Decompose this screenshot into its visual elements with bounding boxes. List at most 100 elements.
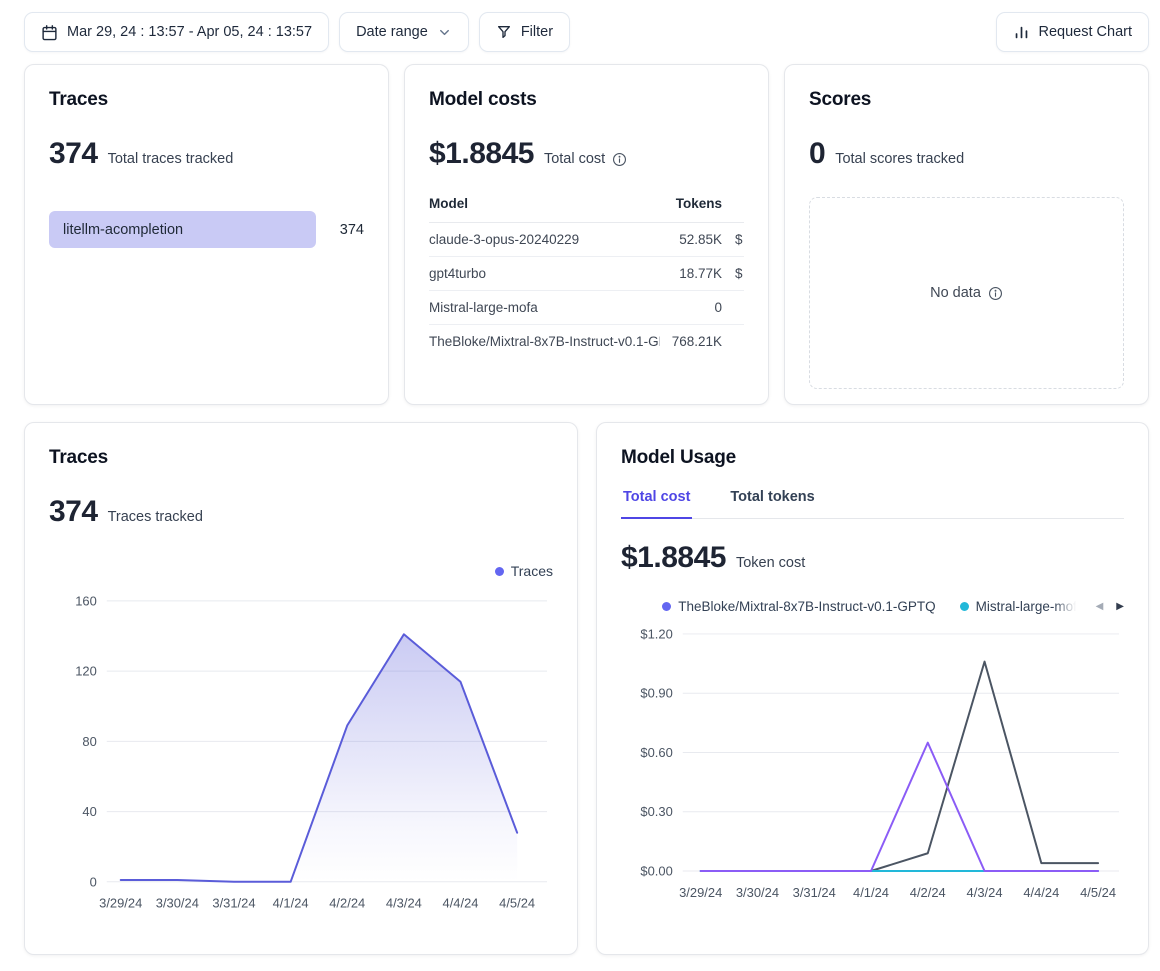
- traces-chart-card: Traces 374 Traces tracked Traces 0 40 80 12…: [24, 422, 578, 955]
- svg-text:4/3/24: 4/3/24: [386, 896, 422, 911]
- svg-text:0: 0: [90, 874, 97, 889]
- card-title: Model Usage: [621, 447, 736, 468]
- legend-label-truncated: Mistral-large-mofa: [975, 599, 1080, 614]
- model-cost-clipped: [722, 290, 744, 325]
- metric-label: Total traces tracked: [107, 151, 234, 167]
- legend-item-mistral-large: Mistral-large-mofa: [959, 599, 1080, 614]
- model-usage-tabs: Total cost Total tokens: [621, 489, 1124, 519]
- card-title: Traces: [49, 447, 109, 468]
- calendar-icon: [42, 24, 57, 40]
- column-header-model: Model: [429, 187, 660, 223]
- svg-text:4/3/24: 4/3/24: [967, 885, 1003, 900]
- legend-dot-icon: [494, 566, 504, 576]
- model-costs-card: Model costs $1.8845 Total cost: [404, 64, 769, 405]
- scores-metric: 0 Total scores tracked: [809, 137, 1124, 171]
- legend-next-icon[interactable]: ▶: [1116, 600, 1124, 612]
- chart-legend: TheBloke/Mixtral-8x7B-Instruct-v0.1-GPTQ…: [621, 599, 1124, 614]
- metric-label: Traces tracked: [107, 509, 203, 525]
- filter-button[interactable]: Filter: [478, 12, 571, 52]
- model-cost-clipped: $: [722, 222, 744, 257]
- metric-value: $1.8845: [429, 137, 534, 170]
- model-costs-table-wrap: Model Tokens claude-3-opus-20240229 52.8…: [429, 187, 744, 358]
- svg-text:$0.30: $0.30: [640, 804, 672, 819]
- svg-text:$0.00: $0.00: [640, 863, 672, 878]
- info-icon[interactable]: [988, 286, 1003, 301]
- metric-label: Token cost: [735, 555, 806, 571]
- svg-text:160: 160: [75, 593, 97, 608]
- model-name: claude-3-opus-20240229: [429, 222, 660, 257]
- legend-prev-icon[interactable]: ◀: [1095, 600, 1104, 612]
- svg-text:4/4/24: 4/4/24: [1023, 885, 1059, 900]
- card-title: Model costs: [429, 89, 537, 110]
- metric-label: Total cost: [544, 151, 627, 167]
- trace-name-count: 374: [339, 221, 364, 238]
- svg-text:4/5/24: 4/5/24: [499, 896, 535, 911]
- legend-pager: ◀ ▶: [1095, 600, 1124, 612]
- chart-legend: Traces: [49, 563, 553, 579]
- trace-name-label: litellm-acompletion: [63, 221, 184, 238]
- traces-chart-metric: 374 Traces tracked: [49, 495, 553, 529]
- model-usage-line-chart: $0.00 $0.30 $0.60 $0.90 $1.20 3/29/24 3/30/24 3…: [640, 626, 1120, 900]
- table-row: gpt4turbo 18.77K $: [429, 256, 744, 291]
- svg-text:4/2/24: 4/2/24: [910, 885, 946, 900]
- filter-label: Filter: [520, 24, 554, 40]
- card-title: Scores: [809, 89, 872, 110]
- model-costs-metric: $1.8845 Total cost: [429, 137, 744, 171]
- model-name: Mistral-large-mofa: [429, 290, 660, 325]
- svg-text:3/30/24: 3/30/24: [156, 896, 199, 911]
- request-chart-label: Request Chart: [1038, 24, 1133, 40]
- model-tokens: 18.77K: [660, 256, 722, 291]
- legend-dot-icon: [662, 602, 672, 611]
- legend-item-thebloke-mixtral: TheBloke/Mixtral-8x7B-Instruct-v0.1-GPTQ: [662, 599, 936, 614]
- svg-text:3/31/24: 3/31/24: [793, 885, 836, 900]
- chevron-down-icon: [439, 29, 449, 35]
- svg-text:120: 120: [75, 664, 97, 679]
- svg-text:4/1/24: 4/1/24: [273, 896, 309, 911]
- toolbar: Mar 29, 24 : 13:57 - Apr 05, 24 : 13:57 …: [24, 12, 1149, 52]
- table-row: TheBloke/Mixtral-8x7B-Instruct-v0.1-GPTQ…: [429, 325, 744, 359]
- scores-card: Scores 0 Total scores tracked No data: [784, 64, 1149, 405]
- date-range-preset-button[interactable]: Date range: [339, 12, 469, 52]
- filter-icon: [497, 26, 510, 38]
- model-cost-clipped: $: [722, 256, 744, 291]
- no-data-text: No data: [930, 285, 981, 301]
- model-usage-metric: $1.8845 Token cost: [621, 541, 1124, 575]
- column-header-tokens: Tokens: [660, 187, 722, 223]
- card-title: Traces: [49, 89, 109, 110]
- trace-name-bar[interactable]: litellm-acompletion: [49, 211, 316, 248]
- trace-name-row: litellm-acompletion 374: [49, 211, 364, 248]
- bar-chart-icon: [1015, 26, 1027, 38]
- legend-label: TheBloke/Mixtral-8x7B-Instruct-v0.1-GPTQ: [678, 599, 936, 614]
- info-icon[interactable]: [612, 152, 627, 167]
- svg-text:$0.60: $0.60: [640, 745, 672, 760]
- model-tokens: 52.85K: [660, 222, 722, 257]
- toolbar-left-group: Mar 29, 24 : 13:57 - Apr 05, 24 : 13:57 …: [24, 12, 571, 52]
- tab-total-cost[interactable]: Total cost: [621, 489, 693, 519]
- svg-text:4/2/24: 4/2/24: [329, 896, 365, 911]
- model-tokens: 0: [660, 290, 722, 325]
- legend-dot-icon: [959, 602, 969, 611]
- model-costs-table: Model Tokens claude-3-opus-20240229 52.8…: [429, 187, 744, 358]
- traces-line-chart: 0 40 80 120 160 3/29/24 3/30/24 3/31/24 4/1/24 4/…: [75, 593, 548, 911]
- date-range-picker-button[interactable]: Mar 29, 24 : 13:57 - Apr 05, 24 : 13:57: [24, 12, 330, 52]
- model-name: gpt4turbo: [429, 256, 660, 291]
- svg-text:$1.20: $1.20: [640, 626, 672, 641]
- svg-text:3/29/24: 3/29/24: [679, 885, 722, 900]
- metric-value: $1.8845: [621, 541, 726, 574]
- request-chart-button[interactable]: Request Chart: [995, 12, 1149, 52]
- legend-item-traces: Traces: [494, 563, 553, 579]
- table-row: claude-3-opus-20240229 52.85K $: [429, 222, 744, 257]
- svg-text:4/1/24: 4/1/24: [853, 885, 889, 900]
- model-cost-clipped: [722, 325, 744, 359]
- tab-total-tokens[interactable]: Total tokens: [730, 489, 815, 505]
- svg-text:3/31/24: 3/31/24: [212, 896, 255, 911]
- svg-text:3/29/24: 3/29/24: [99, 896, 142, 911]
- chart-cards-row: Traces 374 Traces tracked Traces 0 40 80 12…: [24, 422, 1149, 955]
- traces-metric: 374 Total traces tracked: [49, 137, 364, 171]
- date-range-value: Mar 29, 24 : 13:57 - Apr 05, 24 : 13:57: [67, 24, 313, 40]
- metric-value: 374: [49, 137, 98, 170]
- metric-label: Total scores tracked: [835, 151, 965, 167]
- date-range-preset-label: Date range: [356, 24, 428, 40]
- model-usage-card: Model Usage Total cost Total tokens $1.8…: [596, 422, 1149, 955]
